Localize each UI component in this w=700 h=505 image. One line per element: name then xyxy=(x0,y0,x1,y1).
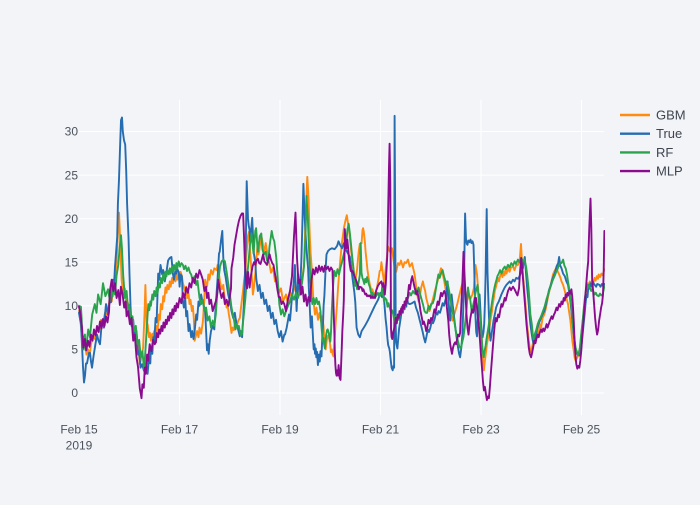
svg-text:MLP: MLP xyxy=(656,164,683,179)
svg-text:2019: 2019 xyxy=(66,439,93,453)
svg-text:Feb 25: Feb 25 xyxy=(563,423,601,437)
svg-text:25: 25 xyxy=(65,168,79,182)
svg-text:Feb 19: Feb 19 xyxy=(261,423,299,437)
svg-text:0: 0 xyxy=(71,386,78,400)
svg-text:10: 10 xyxy=(65,299,79,313)
svg-text:RF: RF xyxy=(656,145,673,160)
svg-text:GBM: GBM xyxy=(656,108,686,123)
svg-text:15: 15 xyxy=(65,255,79,269)
svg-text:Feb 15: Feb 15 xyxy=(60,423,98,437)
svg-text:20: 20 xyxy=(65,212,79,226)
svg-text:30: 30 xyxy=(65,125,79,139)
svg-text:5: 5 xyxy=(71,343,78,357)
svg-text:True: True xyxy=(656,126,682,141)
svg-text:Feb 17: Feb 17 xyxy=(161,423,199,437)
svg-text:Feb 21: Feb 21 xyxy=(362,423,400,437)
svg-text:Feb 23: Feb 23 xyxy=(462,423,500,437)
